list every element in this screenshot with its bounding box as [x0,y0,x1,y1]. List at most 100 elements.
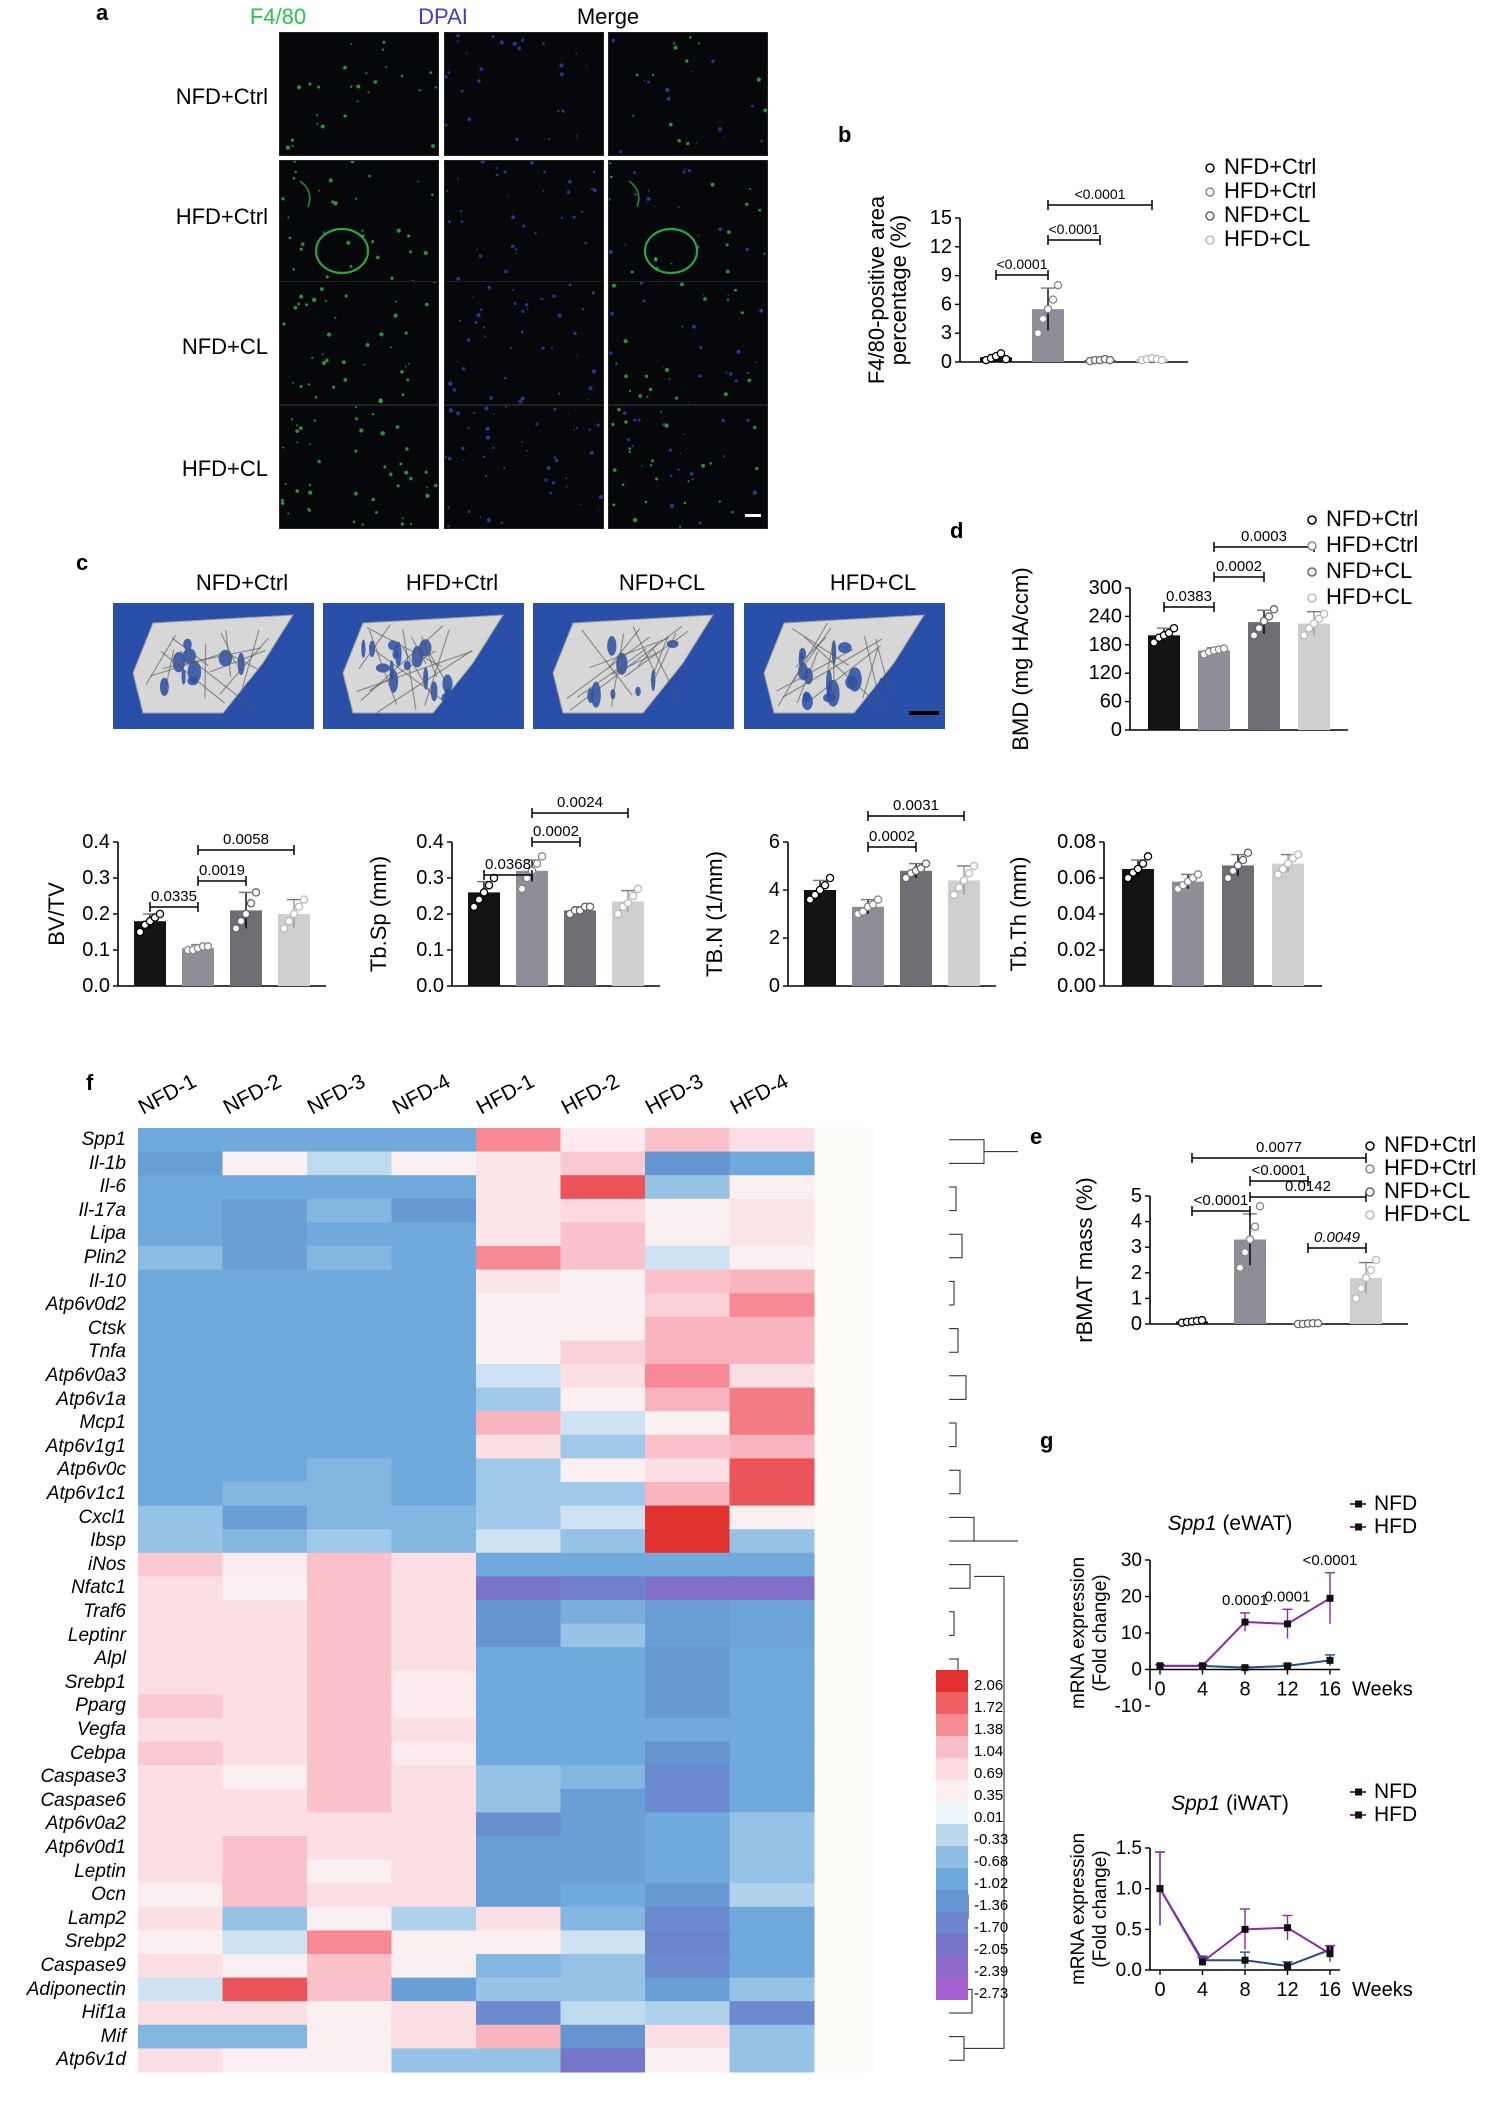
heatmap-cell [307,1623,392,1648]
chart-spp1-ewat: Spp1 (eWAT) -10 0 10 20 30 0 4 8 12 16 Weeks mRNA ex… [1068,1492,1417,1717]
data-point [1326,1656,1334,1664]
cell-dot [467,426,470,429]
trabecula [423,643,455,696]
heatmap-cell [138,1623,223,1648]
cell-dot [445,455,447,459]
cell-dot [448,381,453,386]
cell-dot [565,486,568,488]
cell-dot [383,465,387,469]
heatmap-cell [729,2024,815,2049]
cell-dot [487,285,492,290]
cell-dot [551,481,556,485]
y-tick-label: -10 [1115,1696,1142,1717]
bone-pore [430,681,438,702]
trabecula [225,629,232,677]
cell-dot [294,170,297,173]
trabecula [569,625,683,711]
data-point [1197,1315,1207,1325]
trabecula [782,638,883,698]
p-value-label: 0.0031 [893,797,939,814]
heatmap-cell [476,1411,561,1436]
heatmap-cell [138,1529,223,1554]
cell-dot [520,396,525,401]
ct-label-nfd-ctrl: NFD+Ctrl [195,570,289,595]
trabecula [776,648,854,692]
cell-dot [456,34,460,38]
cell-dot [313,419,316,422]
bone-pore [651,669,656,692]
sample-label-nfd-1: NFD-1 [134,1069,201,1120]
trabecula [792,627,832,682]
data-point [1283,859,1293,868]
panel-label-c: c [76,550,89,575]
chart-title-gene: Spp1 [1168,1512,1217,1535]
cell-dot [664,367,670,373]
y-tick-label: 0 [1131,1313,1142,1335]
y-tick-label: 0.1 [82,939,110,961]
cell-dot [701,463,706,468]
dendrogram-branch [949,1564,971,1589]
heatmap-cell [560,1552,646,1577]
cell-dot [590,187,594,191]
cell-dot [355,197,358,200]
micrograph-r2-c3 [608,160,768,284]
cell-dot [568,179,572,184]
sample-label-nfd-4: NFD-4 [388,1069,454,1120]
cell-dot [373,80,378,84]
data-point [135,927,145,937]
heatmap-cell [391,1246,477,1271]
heatmap-cell [222,1954,308,1979]
cell-dot [751,104,754,108]
heatmap-cell [560,1647,646,1672]
p-value-label: <0.0001 [997,256,1048,272]
cell-dot [365,72,368,75]
cell-dot [477,79,481,83]
cell-dot [736,349,741,354]
cell-dot [395,425,400,429]
heatmap-cell [645,1812,730,1837]
cell-dot [697,42,700,45]
cell-dot [609,250,613,255]
data-point [1284,1924,1291,1932]
data-point [1250,1222,1260,1231]
heatmap-cell [476,1930,561,1955]
cell-dot [424,302,429,307]
cell-dot [673,45,678,50]
cell-dot [689,36,692,39]
cell-dot [651,459,654,463]
heatmap-cell [138,1175,223,1200]
cell-dot [588,386,593,391]
legend-entry: HFD [1374,1515,1417,1538]
cell-dot [356,84,361,89]
legend-tick-label: -1.70 [974,1919,1008,1936]
cell-dot [727,230,731,234]
gene-label-plin2: Plin2 [83,1247,126,1268]
heatmap-cell [307,1128,392,1153]
heatmap-cell [307,1859,392,1884]
heatmap-cell [222,1198,308,1223]
legend-marker [1355,1811,1362,1819]
heatmap-cell [138,1411,223,1436]
f480-signal [299,180,311,208]
cell-dot [349,265,353,268]
heatmap-cell [729,1269,815,1294]
heatmap-cell [138,1647,223,1672]
cell-dot [567,412,569,415]
cell-dot [504,376,507,380]
heatmap-cell [645,1434,730,1459]
cell-dot [682,170,686,174]
cell-dot [591,291,596,295]
y-tick-label: 0.1 [416,939,444,961]
trabecula [411,636,427,665]
data-point [1314,614,1324,624]
data-point [1033,328,1043,338]
y-tick-label: 0.3 [416,867,444,889]
legend-swatch [936,1736,968,1758]
cell-dot [343,65,347,70]
heatmap-cell [222,1836,308,1861]
cell-dot [354,449,358,453]
cell-dot [467,510,471,513]
data-point [1278,864,1288,874]
heatmap-cell [645,1883,730,1908]
heatmap-cell [391,1670,477,1695]
